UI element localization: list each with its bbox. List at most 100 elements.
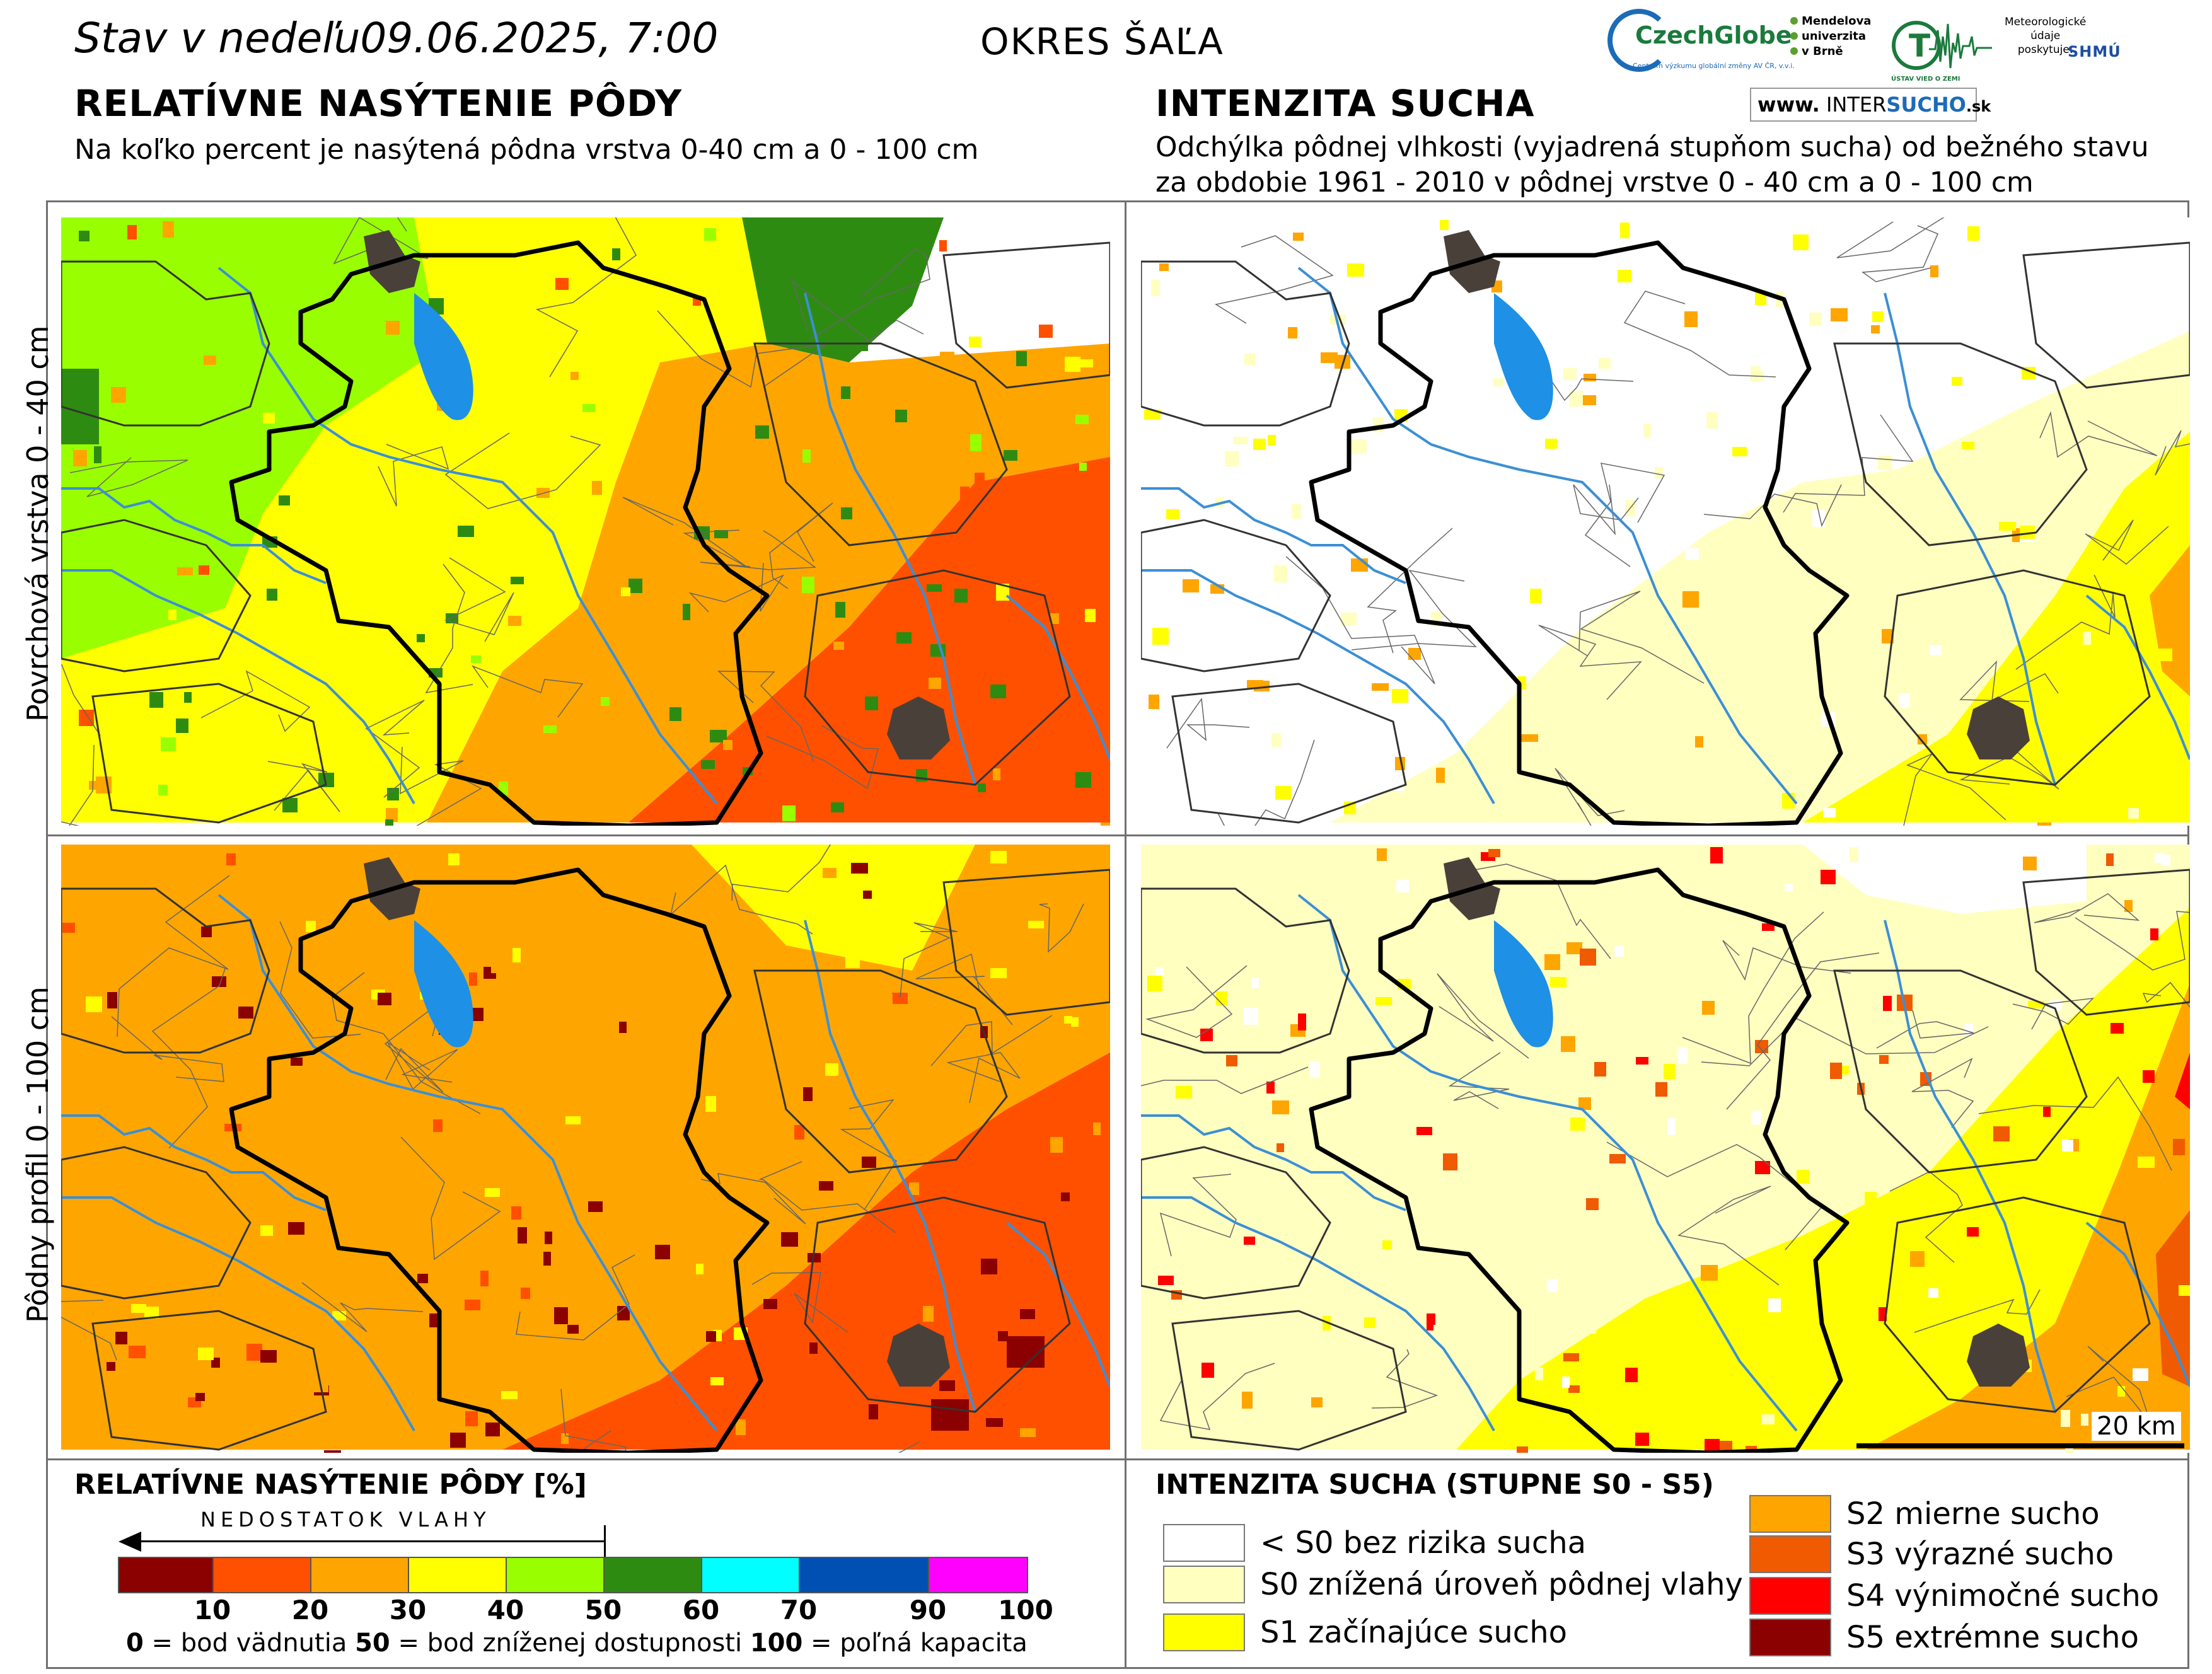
region-boundary xyxy=(1884,1196,2151,1413)
drought-class-label: S5 extrémne sucho xyxy=(1846,1620,2139,1655)
river xyxy=(1141,569,1495,804)
district-boundary xyxy=(229,867,770,1453)
drought-class-swatch xyxy=(1163,1566,1245,1603)
drought-class-label: S2 mierne sucho xyxy=(1846,1496,2100,1532)
drought-class-item: S2 mierne sucho xyxy=(1749,1495,2100,1533)
drought-class-item: S4 výnimočné sucho xyxy=(1749,1577,2159,1615)
drought-section-subtitle-1: Odchýlka pôdnej vlhkosti (vyjadrená stup… xyxy=(1155,131,2149,163)
scale-tick-label: 70 xyxy=(780,1595,818,1625)
river xyxy=(2085,1221,2190,1387)
moisture-deficit-arrow xyxy=(126,1540,605,1542)
map-zone xyxy=(1803,432,2190,823)
czechglobe-logo: CzechGlobe Centrum výzkumu globální změn… xyxy=(1607,9,1815,84)
region-boundary xyxy=(942,869,1110,1016)
drought-class-label: < S0 bez rizika sucha xyxy=(1260,1525,1587,1561)
map-zone xyxy=(1456,908,2190,1450)
river xyxy=(1005,1221,1110,1387)
ustav-vied-o-zemi-logo: T ÚSTAV VIED O ZEMI xyxy=(1891,18,1995,87)
saturation-legend-title: RELATÍVNE NASÝTENIE PÔDY [%] xyxy=(74,1469,587,1501)
region-boundary xyxy=(1884,569,2151,786)
district-boundary xyxy=(1309,867,1850,1453)
river xyxy=(1005,594,1110,760)
saturation-section-subtitle: Na koľko percent je nasýtená pôdna vrstv… xyxy=(74,134,979,166)
scale-tick-label: 100 xyxy=(998,1595,1053,1625)
row-label-surface-layer: Povrchová vrstva 0 - 40 cm xyxy=(21,325,55,722)
drought-class-item: S5 extrémne sucho xyxy=(1749,1619,2139,1656)
svg-text:T: T xyxy=(1909,28,1930,64)
map-zone xyxy=(502,1053,1110,1450)
river xyxy=(61,1114,327,1211)
map-pixel-noise xyxy=(1147,847,2190,1453)
town-area xyxy=(887,1324,950,1387)
region-boundary xyxy=(804,1196,1071,1413)
map-saturation-surface xyxy=(61,217,1110,826)
drought-class-label: S1 začínajúce sucho xyxy=(1260,1615,1567,1650)
river xyxy=(1141,487,1406,584)
map-zone xyxy=(427,343,1110,823)
water-reservoir xyxy=(414,293,473,420)
intersucho-link[interactable]: www. INTERSUCHO.sk xyxy=(1750,88,1991,122)
scale-tick-label: 90 xyxy=(909,1595,947,1625)
drought-legend-title: INTENZITA SUCHA (STUPNE S0 - S5) xyxy=(1155,1469,1714,1501)
map-drought-profile xyxy=(1141,845,2190,1453)
town-area xyxy=(1967,696,2030,759)
map-zone xyxy=(1803,845,2087,914)
status-prefix: Stav v nedeľu xyxy=(74,14,361,62)
river xyxy=(1884,920,2056,1412)
map-zone xyxy=(2150,545,2190,696)
saturation-legend-note: 0 = bod vädnutia 50 = bod zníženej dostu… xyxy=(126,1629,1028,1658)
saturation-color-scale xyxy=(118,1557,1028,1593)
map-scale-bar xyxy=(1856,1443,2184,1448)
map-scale-label: 20 km xyxy=(2092,1412,2181,1441)
partner-logos: CzechGlobe Centrum výzkumu globální změn… xyxy=(1601,9,2169,122)
water-reservoir xyxy=(414,920,473,1048)
drought-class-label: S0 znížená úroveň pôdnej vlahy xyxy=(1260,1567,1743,1602)
region-boundary xyxy=(1171,1310,1407,1451)
district-title: OKRES ŠAĽA xyxy=(980,20,1224,63)
map-zone xyxy=(628,457,1110,823)
river xyxy=(804,292,976,785)
scale-segment-70-90 xyxy=(800,1558,929,1592)
map-zone xyxy=(742,217,944,362)
map-pixel-noise xyxy=(62,851,1101,1453)
panel-divider-legend xyxy=(46,1458,2189,1460)
map-saturation-profile xyxy=(61,845,1110,1453)
region-boundary xyxy=(61,887,270,1054)
scale-tick-label: 50 xyxy=(584,1595,622,1625)
river xyxy=(1141,1114,1406,1211)
drought-class-item: S1 začínajúce sucho xyxy=(1163,1613,1567,1651)
scale-tick-label: 30 xyxy=(389,1595,427,1625)
map-zone xyxy=(61,369,99,444)
drought-section-subtitle-2: za obdobie 1961 - 2010 v pôdnej vrstve 0… xyxy=(1155,166,2034,199)
scale-segment-50-60 xyxy=(605,1558,702,1592)
town-area xyxy=(1967,1324,2030,1387)
region-boundary xyxy=(2022,869,2190,1016)
river xyxy=(1884,292,2056,785)
scale-tick-label: 20 xyxy=(291,1595,329,1625)
region-boundary xyxy=(1141,1146,1331,1300)
arrow-end-marker xyxy=(604,1525,606,1558)
scale-segment-30-40 xyxy=(409,1558,507,1592)
mendel-university-logo: Mendelova univerzita v Brně xyxy=(1790,14,1871,59)
scale-segment-60-70 xyxy=(702,1558,800,1592)
map-zone xyxy=(2156,1210,2190,1387)
panel-divider-middle xyxy=(46,834,2189,836)
district-boundary xyxy=(229,240,770,826)
region-boundary xyxy=(753,969,1008,1174)
drought-class-swatch xyxy=(1749,1495,1831,1533)
scale-segment-20-30 xyxy=(311,1558,409,1592)
region-boundary xyxy=(91,683,327,824)
drought-class-swatch xyxy=(1163,1613,1245,1651)
map-svg xyxy=(1141,217,2190,826)
region-boundary xyxy=(2022,241,2190,389)
panel-divider-vertical xyxy=(1125,200,1126,1669)
map-zone xyxy=(931,1399,969,1431)
row-label-soil-profile: Pôdny profil 0 - 100 cm xyxy=(21,986,55,1323)
drought-class-label: S3 výrazné sucho xyxy=(1846,1537,2114,1572)
drought-class-swatch xyxy=(1749,1535,1831,1573)
water-reservoir xyxy=(1494,293,1553,420)
region-boundary xyxy=(753,342,1008,546)
river xyxy=(2085,594,2190,760)
drought-class-swatch xyxy=(1163,1524,1245,1562)
water-reservoir xyxy=(1494,920,1553,1048)
